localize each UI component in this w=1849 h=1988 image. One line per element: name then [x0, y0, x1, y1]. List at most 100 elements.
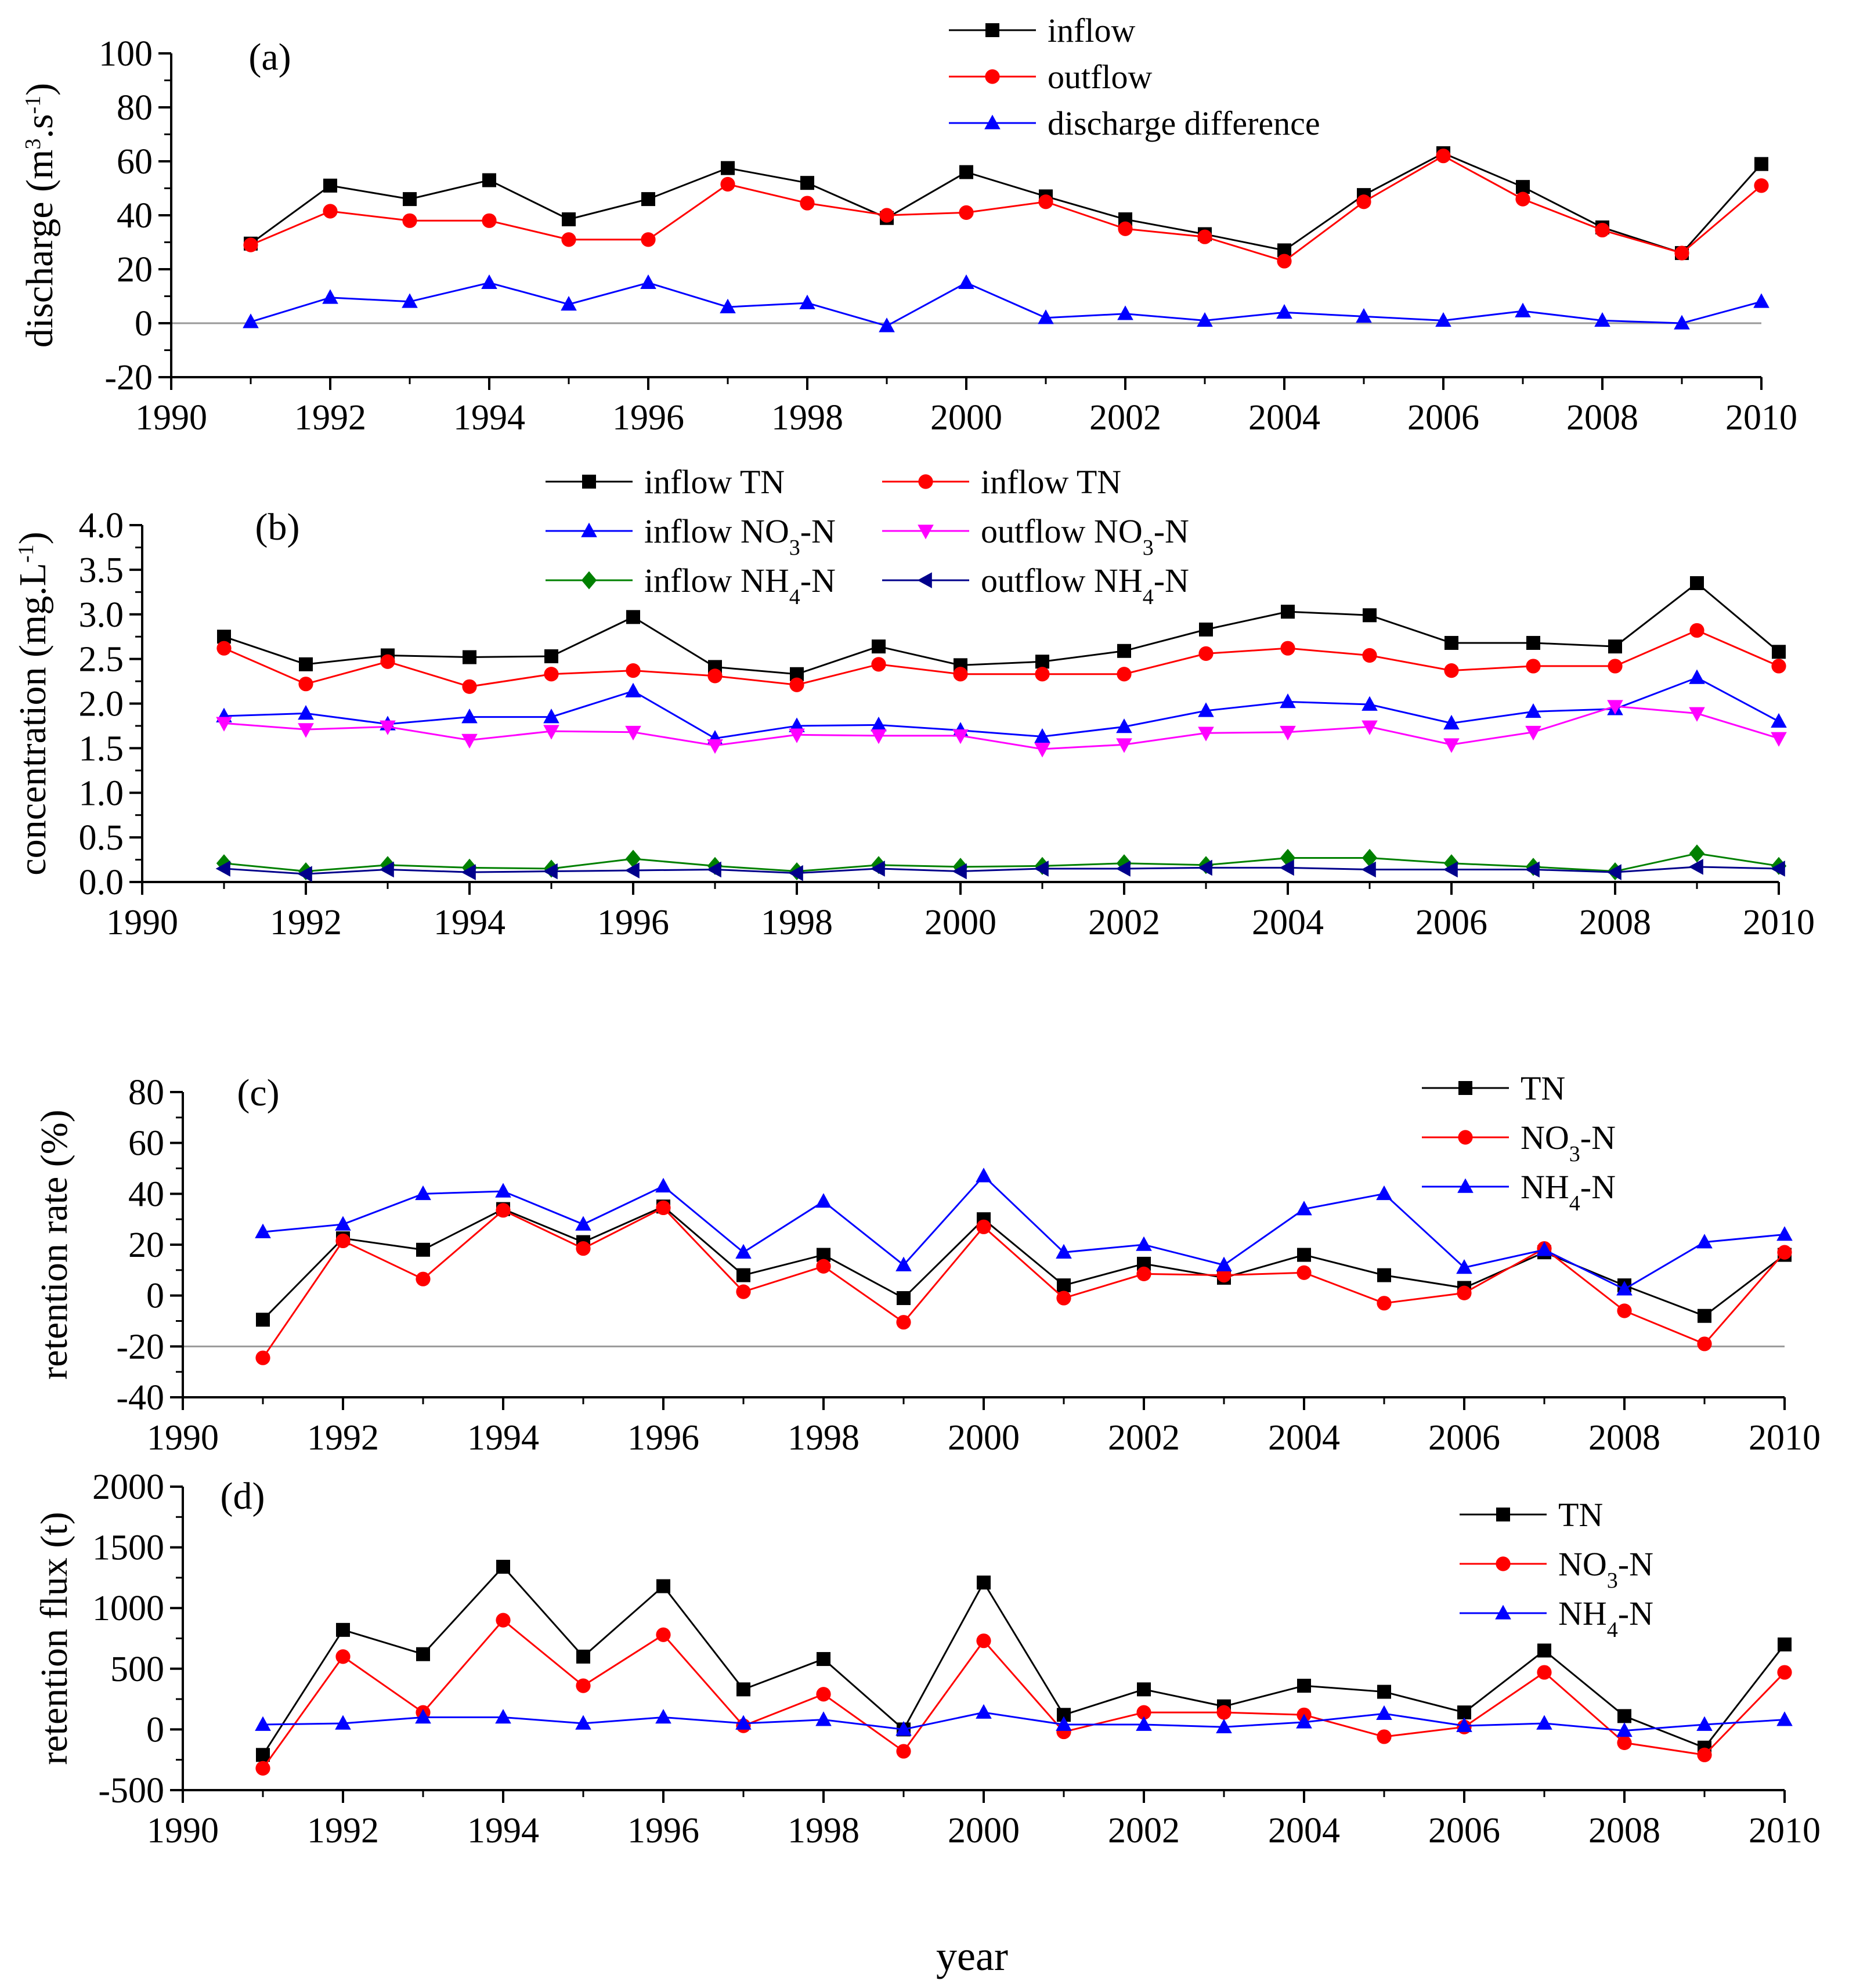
data-point	[1594, 312, 1610, 327]
data-point	[415, 1709, 431, 1724]
series-line	[262, 1619, 1786, 1769]
legend-swatch-marker	[917, 572, 932, 588]
data-point	[736, 1284, 751, 1299]
common-x-axis-label: year	[936, 1933, 1008, 1979]
x-tick-label: 2010	[1749, 1811, 1821, 1850]
data-point	[1443, 714, 1460, 730]
data-point	[720, 176, 735, 192]
data-point	[1516, 180, 1530, 194]
legend-entry: NO3-N	[1422, 1119, 1616, 1166]
data-point	[323, 204, 338, 219]
x-tick-label: 1996	[627, 1418, 699, 1458]
data-point	[624, 862, 640, 879]
series-line	[262, 1174, 1785, 1291]
y-tick-label: 0.0	[79, 863, 124, 902]
data-point	[216, 641, 232, 656]
y-tick-label: 4.0	[79, 506, 124, 545]
data-point	[735, 1715, 752, 1730]
series-line	[223, 582, 1779, 675]
panel-d: 1990 1992 1994 1996 1998 2000 2002 2004 2006 2008…	[33, 1467, 1821, 1850]
data-point	[322, 289, 338, 304]
data-point	[1616, 1722, 1633, 1737]
data-point	[1216, 1718, 1232, 1734]
series-line	[250, 281, 1762, 327]
data-point	[953, 667, 968, 682]
data-point	[1443, 861, 1458, 878]
data-point	[1456, 1717, 1472, 1732]
series-discharge-difference	[243, 274, 1769, 332]
data-point	[481, 274, 497, 290]
series-line	[262, 1206, 1786, 1358]
data-point	[562, 212, 576, 226]
series-line	[250, 154, 1762, 262]
series-line	[223, 852, 1779, 873]
data-point	[1056, 1716, 1072, 1731]
series-outflow-nh4-n	[215, 859, 1785, 882]
legend-swatch-marker	[1457, 1178, 1474, 1193]
x-tick-label: 2000	[930, 398, 1002, 438]
data-point	[215, 861, 230, 877]
data-point	[576, 1649, 590, 1664]
legend-entry: TN	[1460, 1496, 1603, 1534]
y-tick-label: 20	[117, 250, 153, 290]
data-point	[380, 654, 395, 669]
data-point	[1198, 702, 1214, 717]
data-point	[255, 1223, 271, 1238]
y-axis-title: concentration (mg.L-1)	[12, 532, 54, 875]
data-point	[1608, 659, 1623, 674]
data-point	[871, 729, 887, 744]
y-tick-label: 60	[117, 142, 153, 182]
data-point	[1536, 1715, 1552, 1730]
y-tick-label: 1000	[92, 1589, 164, 1628]
data-point	[1616, 1281, 1633, 1296]
data-point	[299, 657, 313, 671]
data-point	[1296, 1714, 1312, 1729]
data-point	[1435, 312, 1451, 327]
data-point	[243, 313, 259, 328]
data-point	[1116, 718, 1132, 733]
data-point	[1777, 1245, 1792, 1260]
data-point	[1136, 1705, 1151, 1720]
x-tick-label: 1998	[788, 1811, 860, 1850]
data-point	[298, 705, 314, 720]
data-point	[336, 1622, 350, 1637]
legend-entry: outflow NH4-N	[882, 562, 1189, 609]
data-point	[1436, 149, 1451, 164]
x-tick-label: 1990	[106, 903, 178, 942]
data-point	[416, 1242, 430, 1257]
data-point	[1361, 861, 1376, 878]
data-point	[1362, 848, 1378, 868]
data-point	[482, 213, 497, 228]
legend-swatch-marker	[1458, 1081, 1472, 1095]
data-point	[871, 717, 887, 732]
data-point	[1280, 693, 1296, 709]
y-tick-label: 40	[117, 196, 153, 236]
data-point	[1297, 1265, 1312, 1280]
data-point	[1136, 1716, 1152, 1731]
data-point	[1136, 1236, 1152, 1251]
data-point	[952, 729, 969, 744]
series-inflow-tn-red-	[216, 623, 1786, 694]
legend-label: outflow	[1048, 58, 1153, 96]
x-tick-label: 2002	[1108, 1811, 1180, 1850]
x-tick-label: 1998	[761, 903, 833, 942]
data-point	[1035, 655, 1049, 669]
legend-label: inflow TN	[644, 463, 785, 501]
data-point	[896, 1744, 911, 1759]
data-point	[1198, 646, 1214, 661]
data-point	[721, 161, 735, 175]
data-point	[1689, 844, 1705, 863]
data-point	[576, 1678, 591, 1693]
series-line	[250, 152, 1763, 254]
legend-swatch-marker	[582, 475, 596, 489]
panel-b: 1990 1992 1994 1996 1998 2000 2002 2004 2006 2008…	[12, 463, 1815, 942]
data-point	[561, 296, 577, 311]
data-point	[1198, 726, 1214, 742]
legend-entry: inflow TN	[546, 463, 785, 501]
x-tick-label: 1994	[467, 1811, 539, 1850]
data-point	[1038, 194, 1053, 209]
data-point	[496, 1613, 511, 1628]
legend-swatch-marker	[1495, 1604, 1511, 1620]
data-point	[216, 717, 232, 732]
